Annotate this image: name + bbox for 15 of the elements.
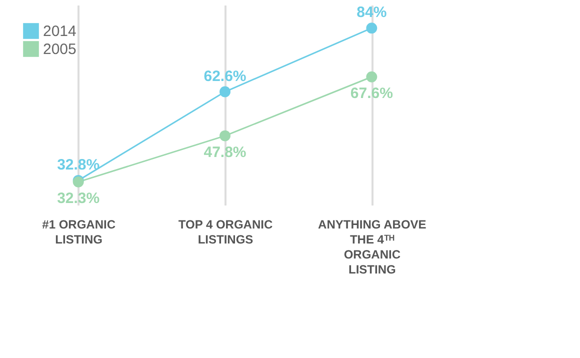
data-label: 67.6%: [350, 84, 393, 102]
data-label: 84%: [356, 4, 387, 22]
data-label: 32.3%: [57, 190, 100, 207]
legend-label: 2014: [43, 23, 76, 40]
point: [366, 22, 378, 34]
legend-label: 2005: [43, 41, 76, 58]
x-tick-label: #1 ORGANIC LISTING: [42, 218, 116, 246]
data-label: 62.6%: [204, 68, 246, 85]
data-label: 32.8%: [57, 156, 100, 174]
point: [220, 86, 230, 98]
point: [366, 71, 378, 82]
x-tick-label: TOP 4 ORGANIC LISTINGS: [178, 218, 273, 246]
data-label: 47.8%: [204, 144, 246, 161]
x-tick-label: ANYTHING ABOVE THE 4ᵀᴴ ORGANIC LISTING: [318, 218, 426, 276]
point: [220, 130, 230, 142]
